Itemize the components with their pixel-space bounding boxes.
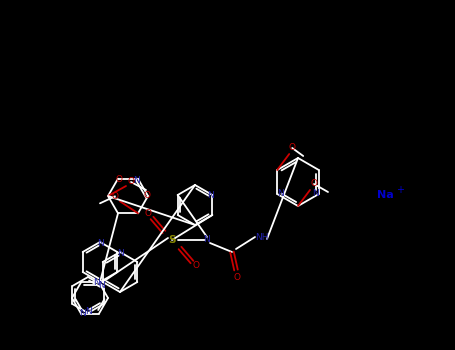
Text: Na: Na (377, 190, 394, 200)
Text: O: O (111, 192, 118, 201)
Text: N: N (204, 236, 210, 245)
Text: N: N (207, 191, 214, 201)
Text: N: N (80, 309, 86, 318)
Text: N: N (277, 189, 283, 198)
Text: O: O (310, 180, 318, 189)
Text: N: N (98, 281, 105, 290)
Text: N: N (94, 278, 101, 287)
Text: N: N (96, 238, 103, 247)
Text: S: S (168, 235, 176, 245)
Text: +: + (396, 185, 404, 195)
Text: N: N (313, 189, 319, 198)
Text: O: O (233, 273, 241, 282)
Text: O: O (145, 210, 152, 218)
Text: O: O (116, 175, 122, 184)
Text: N: N (132, 176, 139, 185)
Text: O: O (143, 191, 151, 201)
Text: N: N (85, 307, 91, 315)
Text: O: O (127, 177, 135, 187)
Text: O: O (192, 261, 199, 271)
Text: NH: NH (255, 232, 269, 241)
Text: N: N (118, 248, 124, 258)
Text: O: O (289, 144, 296, 153)
